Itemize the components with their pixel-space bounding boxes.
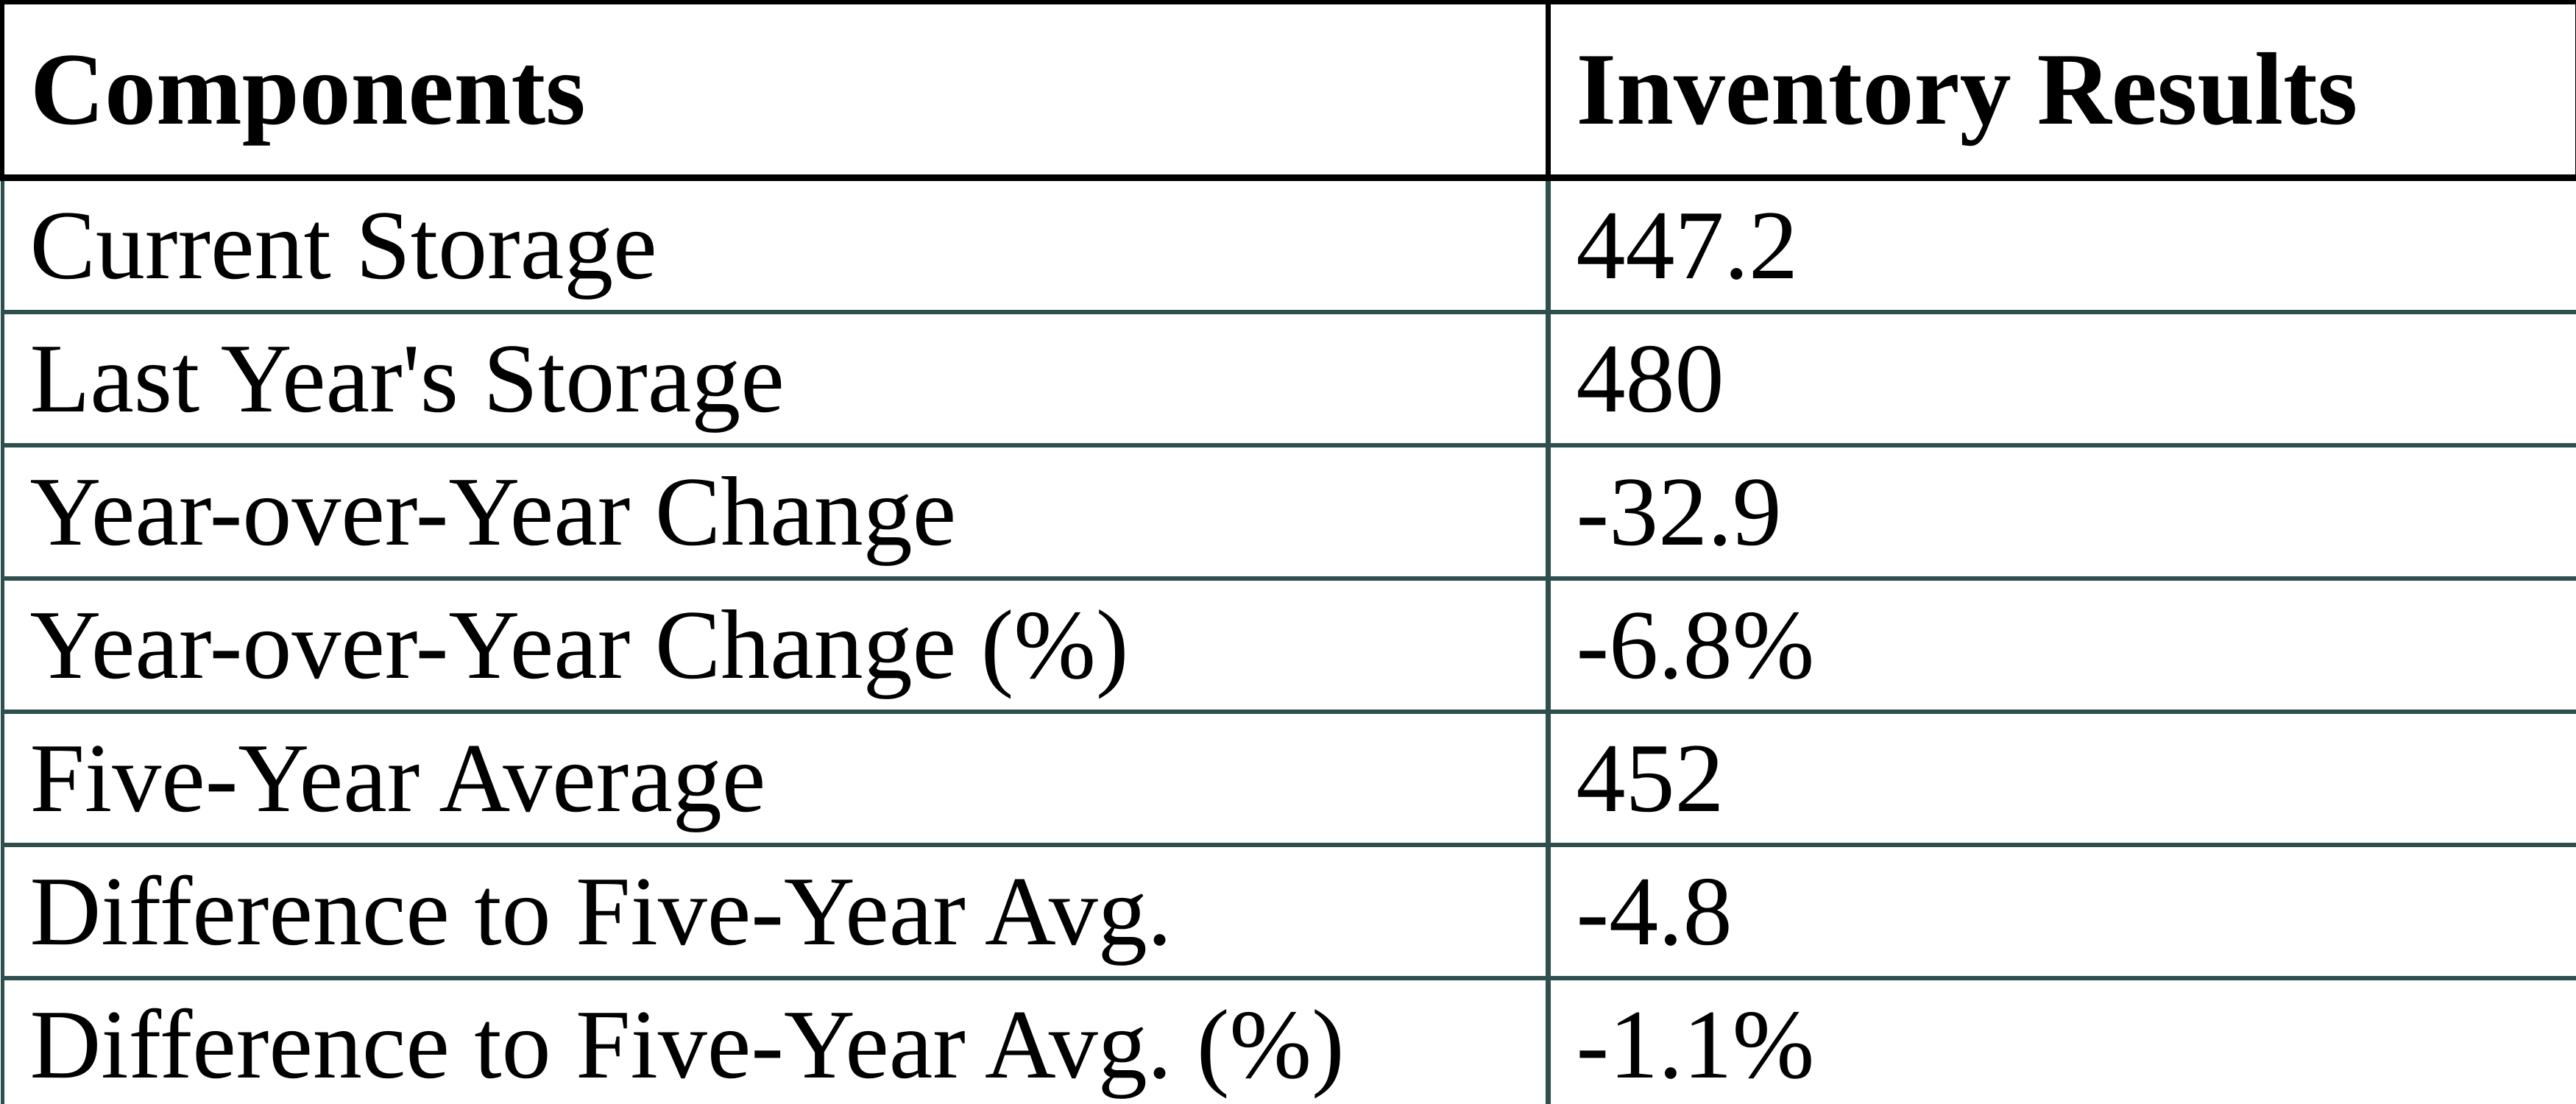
header-cell-components: Components xyxy=(0,0,1551,181)
value-cell: -6.8% xyxy=(1545,576,2576,714)
component-cell: Last Year's Storage xyxy=(0,310,1550,447)
value-cell: -32.9 xyxy=(1545,443,2576,581)
value-cell: -1.1% xyxy=(1545,976,2576,1104)
value-cell: 447.2 xyxy=(1545,175,2576,314)
header-row: Components Inventory Results xyxy=(0,0,2576,181)
table-row: Difference to Five-Year Avg. -4.8 xyxy=(0,843,2576,980)
value-cell: -4.8 xyxy=(1545,843,2576,980)
component-cell: Five-Year Average xyxy=(0,710,1550,847)
table-row: Last Year's Storage 480 xyxy=(0,310,2576,447)
component-cell: Difference to Five-Year Avg. xyxy=(0,843,1550,980)
value-cell: 480 xyxy=(1545,310,2576,447)
component-cell: Year-over-Year Change (%) xyxy=(0,576,1550,714)
component-cell: Current Storage xyxy=(0,175,1550,314)
value-cell: 452 xyxy=(1545,710,2576,847)
component-cell: Year-over-Year Change xyxy=(0,443,1550,581)
table-row: Current Storage 447.2 xyxy=(0,175,2576,314)
table-row: Difference to Five-Year Avg. (%) -1.1% xyxy=(0,976,2576,1104)
table-row: Year-over-Year Change (%) -6.8% xyxy=(0,576,2576,714)
header-cell-inventory-results: Inventory Results xyxy=(1546,0,2576,181)
table-row: Five-Year Average 452 xyxy=(0,710,2576,847)
table-row: Year-over-Year Change -32.9 xyxy=(0,443,2576,581)
component-cell: Difference to Five-Year Avg. (%) xyxy=(0,976,1550,1104)
